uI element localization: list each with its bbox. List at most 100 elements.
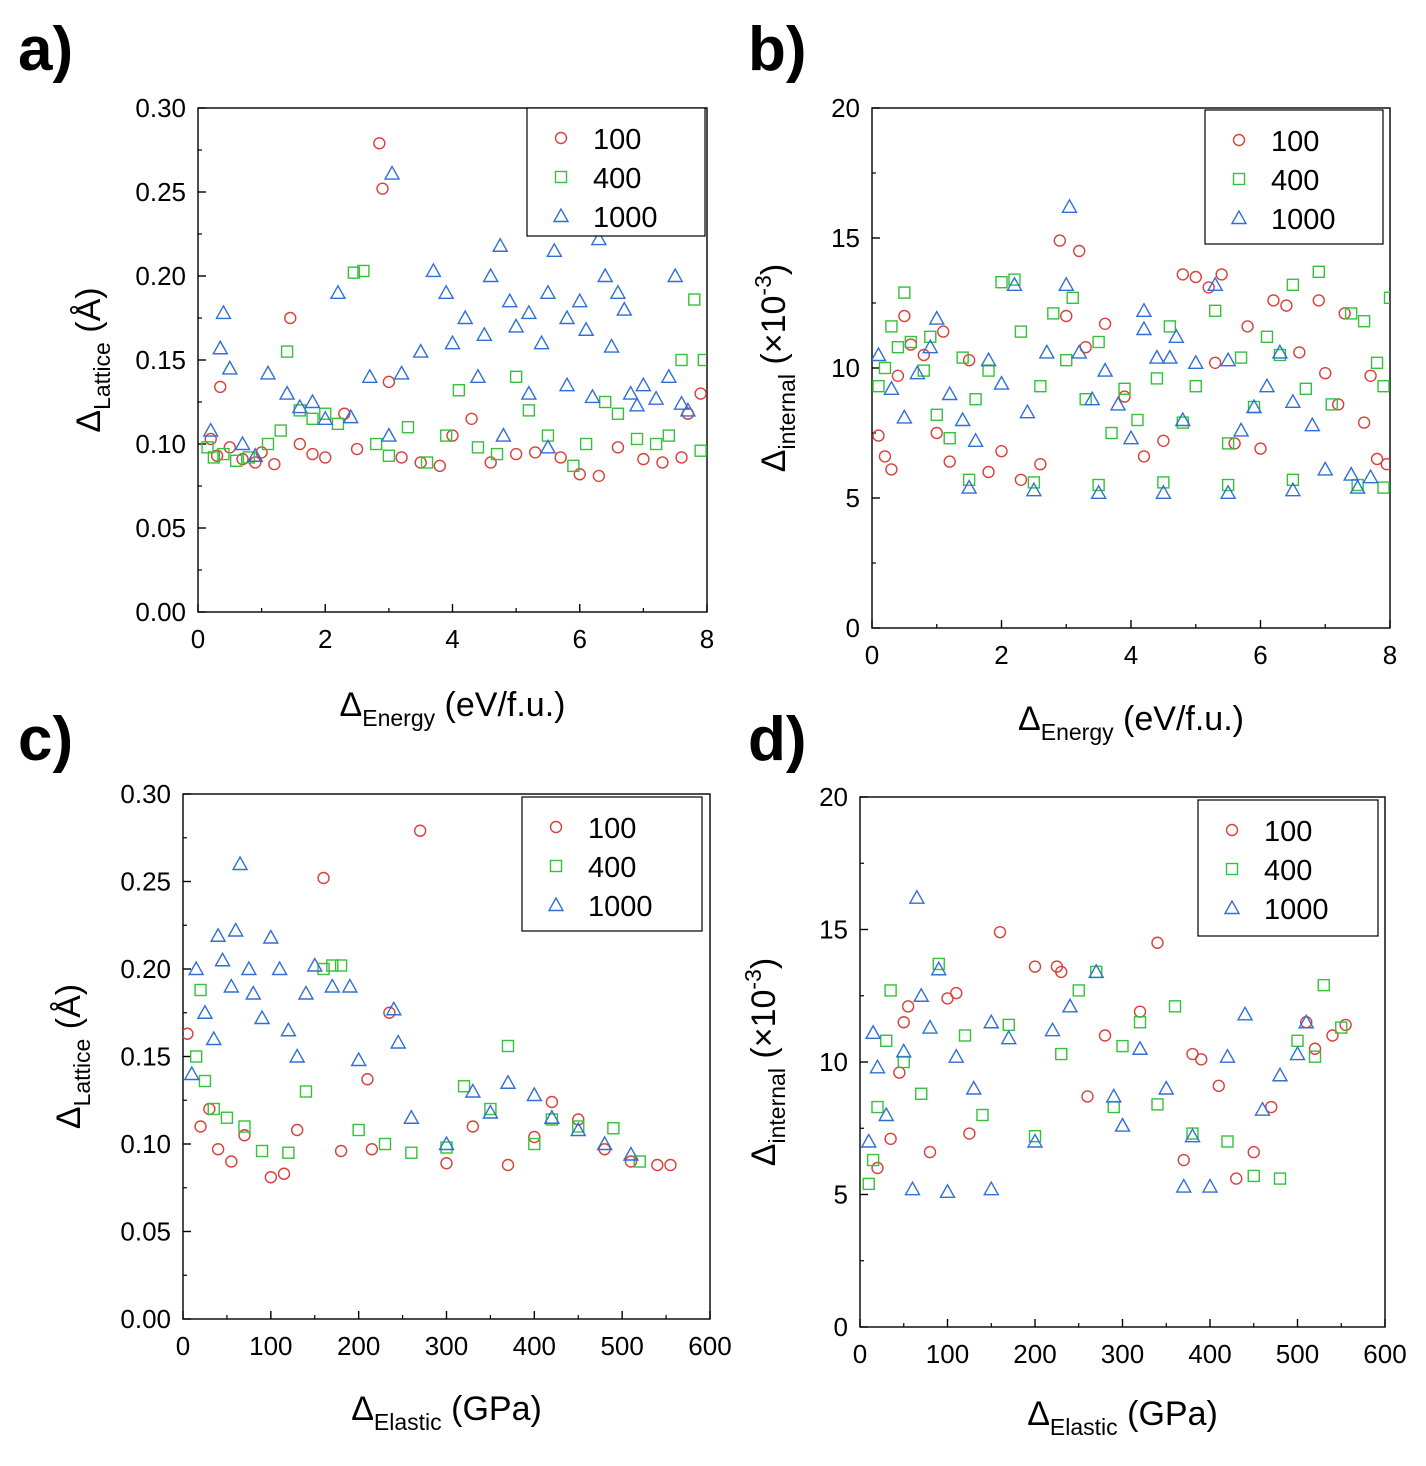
data-point-1000 [864,1024,882,1040]
data-point-100 [1339,1018,1352,1032]
data-point-1000 [1083,390,1101,406]
data-point-400 [1357,315,1371,328]
data-point-400 [229,454,243,467]
data-point-1000 [577,321,595,336]
data-point-400 [401,421,415,434]
data-point-400 [1034,380,1047,393]
data-point-1000 [967,432,984,447]
y-tick-label: 5 [846,483,860,513]
data-point-400 [471,441,485,454]
data-point-400 [1221,437,1235,450]
data-point-1000 [904,1180,921,1196]
data-point-400 [306,412,319,425]
data-point-1000 [1362,468,1379,484]
legend-marker-1000 [547,896,565,912]
y-axis-label: ΔLattice (Å) [70,287,115,432]
data-point-1000 [869,1058,886,1074]
data-point-100 [225,1155,238,1168]
data-point-400 [1273,1172,1287,1185]
data-point-100 [236,452,249,466]
data-point-1000 [221,359,239,375]
data-point-1000 [1019,403,1036,419]
data-point-1000 [262,929,280,944]
data-point-100 [995,445,1008,458]
scatter-points [872,198,1390,499]
data-point-400 [1286,278,1300,291]
data-point-100 [941,992,954,1005]
y-tick-label: 10 [831,353,860,383]
data-point-1000 [1044,1021,1061,1037]
data-point-100 [255,446,268,459]
data-point-100 [1293,346,1306,359]
data-point-100 [203,1102,216,1116]
data-point-1000 [954,411,971,427]
y-tick-label: 0.25 [135,177,186,207]
data-point-100 [1254,442,1267,455]
x-tick-label: 200 [337,1331,380,1361]
data-point-100 [293,437,306,451]
x-tick-label: 0 [865,640,879,670]
data-point-100 [264,1171,278,1184]
data-point-1000 [616,301,633,316]
data-point-100 [211,1143,225,1156]
panel-label: a) [18,15,73,84]
data-point-100 [1265,1100,1278,1114]
data-point-100 [319,451,332,464]
data-point-100 [1098,317,1112,330]
data-point-1000 [291,398,308,414]
data-point-400 [274,424,287,437]
data-point-400 [201,441,214,454]
data-point-400 [567,459,580,473]
data-point-1000 [1174,411,1191,427]
data-point-400 [1118,382,1131,395]
data-point-400 [599,395,612,409]
data-point-1000 [909,364,926,380]
data-point-1000 [437,284,455,299]
data-point-400 [995,276,1008,289]
y-tick-label: 0.15 [120,1042,171,1072]
data-point-400 [1002,1018,1015,1032]
scatter-points [201,137,707,483]
data-point-100 [465,412,478,425]
data-point-100 [982,465,995,479]
data-point-400 [1312,265,1325,278]
data-point-1000 [913,987,930,1002]
data-point-100 [501,1158,515,1172]
data-point-100 [509,447,523,461]
data-point-400 [331,417,345,431]
y-tick-label: 0.30 [135,93,186,123]
data-point-1000 [1317,460,1334,476]
data-point-1000 [342,408,359,424]
panel-c: c) 0 100 200 300 400 500 600 0.00 0.05 0.10 0.15 0.2… [18,705,732,1435]
data-point-1000 [341,978,359,993]
x-tick-label: 400 [513,1331,556,1361]
data-point-100 [898,309,911,323]
data-point-1000 [389,1034,407,1049]
data-point-1000 [1201,1178,1219,1193]
data-point-400 [457,1080,471,1093]
data-point-1000 [1342,466,1360,481]
data-point-100 [592,469,606,483]
y-tick-label: 15 [819,915,848,945]
data-point-400 [1066,291,1079,304]
data-point-400 [688,293,701,306]
data-point-100 [361,1073,374,1086]
data-point-400 [261,437,275,451]
legend-box [521,796,703,932]
data-point-400 [1055,1047,1068,1061]
x-tick-label: 500 [1276,1339,1319,1369]
data-point-1000 [1006,276,1023,291]
data-point-100 [1189,270,1202,284]
y-tick-label: 0.15 [135,345,186,375]
x-axis-label: ΔElastic (GPa) [351,1390,542,1435]
data-point-100 [277,1167,291,1180]
data-point-400 [1291,1034,1304,1048]
data-point-1000 [240,960,258,976]
data-point-400 [917,364,930,377]
data-point-100 [1195,1053,1208,1066]
data-point-400 [1377,380,1390,393]
data-point-1000 [183,1065,200,1081]
data-point-100 [611,441,625,454]
data-point-100 [1312,294,1325,307]
data-point-1000 [673,395,690,410]
